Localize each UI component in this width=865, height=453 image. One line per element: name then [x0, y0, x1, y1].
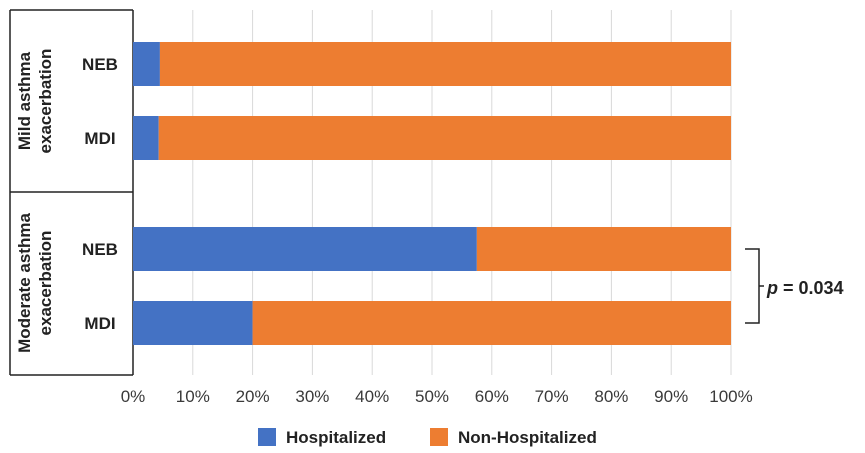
x-tick-label: 50%	[415, 387, 449, 406]
category-labels: NEB MDI NEB MDI	[82, 55, 118, 333]
p-value: = 0.034	[778, 278, 844, 298]
category-label: NEB	[82, 55, 118, 74]
bar-hospitalized-1	[133, 42, 160, 86]
bar-non-hospitalized-3	[476, 227, 731, 271]
legend: Hospitalized Non-Hospitalized	[258, 428, 597, 447]
x-tick-label: 20%	[236, 387, 270, 406]
group-label: Moderate asthma exacerbation	[15, 213, 55, 353]
bar-hospitalized-2	[133, 116, 159, 160]
x-tick-label: 30%	[295, 387, 329, 406]
bar-non-hospitalized-4	[252, 301, 731, 345]
bar-non-hospitalized-1	[159, 42, 731, 86]
x-tick-label: 90%	[654, 387, 688, 406]
p-value-annotation: p = 0.034	[745, 248, 844, 324]
x-axis-ticks: 0% 10% 20% 30% 40% 50% 60% 70% 80% 90% 100%	[121, 387, 753, 406]
x-tick-label: 40%	[355, 387, 389, 406]
p-symbol: p	[766, 278, 778, 298]
bar-hospitalized-3	[133, 227, 477, 271]
bar-non-hospitalized-2	[158, 116, 732, 160]
x-tick-label: 60%	[475, 387, 509, 406]
x-tick-label: 80%	[594, 387, 628, 406]
group-label-line: exacerbation	[36, 231, 55, 336]
category-label: NEB	[82, 240, 118, 259]
legend-label-non-hospitalized: Non-Hospitalized	[458, 428, 597, 447]
x-tick-label: 0%	[121, 387, 146, 406]
legend-swatch-hospitalized	[258, 428, 276, 446]
group-label: Mild asthma exacerbation	[15, 49, 55, 154]
p-value-label: p = 0.034	[766, 278, 844, 298]
group-label-line: Moderate asthma	[15, 213, 34, 353]
x-tick-label: 100%	[709, 387, 752, 406]
category-label: MDI	[84, 129, 115, 148]
x-tick-label: 70%	[535, 387, 569, 406]
category-label: MDI	[84, 314, 115, 333]
legend-swatch-non-hospitalized	[430, 428, 448, 446]
group-label-line: Mild asthma	[15, 51, 34, 150]
x-tick-label: 10%	[176, 387, 210, 406]
bars	[133, 42, 732, 345]
group-label-line: exacerbation	[36, 49, 55, 154]
bar-hospitalized-4	[133, 301, 253, 345]
legend-label-hospitalized: Hospitalized	[286, 428, 386, 447]
significance-bracket	[745, 248, 764, 324]
